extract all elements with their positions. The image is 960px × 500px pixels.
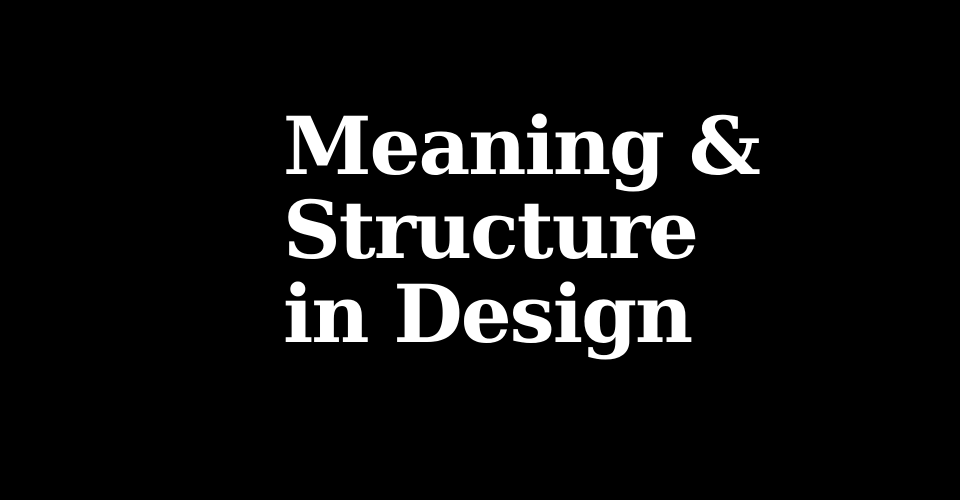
title-line-2: Structure [283, 183, 699, 277]
title-line-3: in Design [283, 267, 693, 361]
page-title: Meaning & Structure in Design [283, 104, 883, 356]
title-line-1: Meaning & [283, 99, 761, 193]
